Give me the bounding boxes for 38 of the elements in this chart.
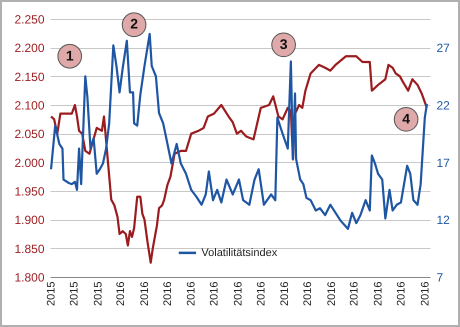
y-tick-label: 2.250 — [14, 12, 45, 26]
line-series — [50, 32, 428, 230]
x-tick-label: 2016 — [138, 282, 151, 306]
x-tick-label: 2016 — [279, 282, 292, 306]
y-tick-label: 2.150 — [14, 70, 45, 84]
x-tick-label: 2016 — [302, 282, 314, 306]
y2-tick-label: 22 — [436, 98, 450, 112]
legend-label: Volatilitätsindex — [201, 246, 278, 259]
x-tick-label: 2016 — [255, 282, 268, 306]
y-tick-label: 2.100 — [14, 98, 45, 112]
x-tick-label: 2016 — [186, 282, 198, 306]
x-tick-label: 2016 — [232, 282, 244, 306]
y-tick-label: 2.000 — [14, 156, 45, 170]
annotation: 2 — [130, 16, 138, 32]
y2-tick-label: 7 — [436, 270, 444, 284]
y-tick-label: 2.200 — [14, 41, 45, 56]
x-tick-label: 2016 — [419, 282, 432, 306]
x-tick-label: 2016 — [208, 282, 221, 306]
x-tick-label: 2015 — [68, 282, 80, 306]
x-tick-label: 2015 — [46, 282, 58, 306]
annotation: 4 — [402, 110, 410, 126]
x-tick-label: 2016 — [372, 282, 385, 306]
x-tick-label: 2016 — [395, 282, 408, 306]
x-tick-label: 2016 — [115, 282, 128, 306]
y-tick-label: 1.850 — [14, 242, 45, 256]
x-tick-label: 2016 — [162, 282, 174, 306]
x-tick-label: 2016 — [326, 282, 338, 306]
y2-tick-label: 17 — [436, 156, 450, 170]
x-tick-label: 2016 — [348, 282, 361, 306]
y2-tick-label: 27 — [436, 41, 450, 56]
x-tick-label: 2015 — [92, 282, 104, 306]
y-tick-label: 2.050 — [14, 127, 45, 142]
y2-tick-label: 12 — [436, 213, 450, 228]
annotation: 3 — [280, 36, 288, 52]
y-tick-label: 1.900 — [14, 213, 45, 228]
annotation: 1 — [66, 47, 74, 64]
y-tick-label: 1.800 — [14, 270, 45, 284]
y-tick-label: 1.950 — [14, 184, 45, 198]
